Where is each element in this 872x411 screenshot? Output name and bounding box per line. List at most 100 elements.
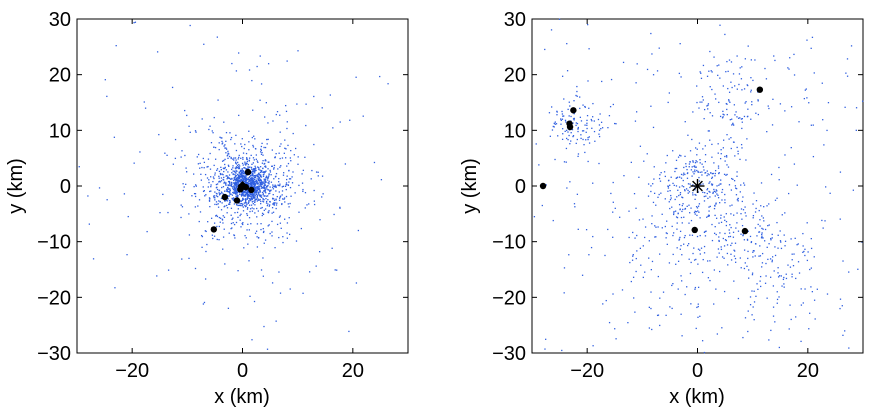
left-scatter-point xyxy=(88,223,90,225)
left-scatter-point xyxy=(252,203,254,205)
right-scatter-point xyxy=(688,163,691,165)
right-scatter-point xyxy=(771,261,773,263)
right-scatter-point xyxy=(735,187,737,189)
left-scatter-point xyxy=(159,211,161,214)
left-scatter-point xyxy=(362,115,364,117)
right-scatter-point xyxy=(813,72,815,74)
left-scatter-point xyxy=(236,185,238,187)
left-scatter-point xyxy=(206,166,208,168)
right-scatter-point xyxy=(747,108,749,110)
right-scatter-point xyxy=(569,105,571,107)
left-scatter-point xyxy=(268,175,270,177)
left-scatter-point xyxy=(286,237,289,239)
left-scatter-point xyxy=(208,199,211,201)
right-scatter-point xyxy=(731,242,733,244)
left-scatter-point xyxy=(234,187,236,189)
left-scatter-point xyxy=(106,199,108,201)
left-scatter-point xyxy=(226,190,229,193)
left-scatter-point xyxy=(268,183,270,185)
right-scatter-point xyxy=(789,57,791,59)
left-scatter-point xyxy=(244,198,246,201)
left-scatter-point xyxy=(247,183,250,186)
left-scatter-point xyxy=(246,198,248,200)
right-scatter-point xyxy=(697,303,699,305)
right-scatter-point xyxy=(693,173,695,175)
left-scatter-point xyxy=(308,271,311,273)
right-scatter-point xyxy=(715,202,717,204)
right-y-tick-label: −20 xyxy=(492,287,526,309)
left-scatter-point xyxy=(227,187,229,189)
right-scatter-point xyxy=(601,127,604,129)
right-scatter-point xyxy=(855,107,858,109)
right-scatter-point xyxy=(691,166,693,168)
left-scatter-point xyxy=(264,189,266,191)
left-scatter-point xyxy=(284,185,287,187)
left-scatter-point xyxy=(225,184,227,186)
right-scatter-point xyxy=(713,188,715,191)
left-scatter-point xyxy=(228,174,231,176)
right-scatter-point xyxy=(810,237,812,240)
right-scatter-point xyxy=(713,232,716,234)
right-scatter-point xyxy=(737,200,739,202)
right-scatter-point xyxy=(706,105,708,107)
right-scatter-point xyxy=(680,244,682,247)
right-scatter-point xyxy=(680,177,683,179)
right-scatter-point xyxy=(804,248,806,250)
right-scatter-point xyxy=(674,167,676,170)
left-scatter-point xyxy=(262,201,265,203)
left-scatter-point xyxy=(286,232,288,234)
right-scatter-point xyxy=(697,205,700,207)
left-scatter-point xyxy=(225,140,227,142)
right-scatter-point xyxy=(778,275,781,277)
right-scatter-point xyxy=(598,129,601,131)
left-scatter-point xyxy=(247,191,249,193)
right-scatter-point xyxy=(803,250,805,253)
left-scatter-point xyxy=(282,185,285,187)
left-scatter-point xyxy=(257,210,259,212)
left-scatter-point xyxy=(214,199,216,201)
right-scatter-point xyxy=(720,246,722,248)
right-scatter-point xyxy=(725,224,728,227)
right-scatter-point xyxy=(825,186,827,188)
left-scatter-point xyxy=(236,211,239,214)
right-scatter-point xyxy=(657,314,660,316)
right-scatter-point xyxy=(711,176,714,178)
left-scatter-point xyxy=(285,182,288,184)
left-scatter-point xyxy=(263,180,265,182)
right-scatter-point xyxy=(723,139,725,141)
left-scatter-point xyxy=(240,226,242,228)
left-scatter-point xyxy=(274,185,276,188)
left-scatter-point xyxy=(271,207,274,209)
right-scatter-point xyxy=(651,260,654,263)
right-scatter-point xyxy=(612,211,614,213)
left-scatter-point xyxy=(232,191,234,194)
left-scatter-point xyxy=(279,166,281,168)
left-scatter-point xyxy=(216,238,218,241)
right-scatter-point xyxy=(687,243,690,245)
left-scatter-point xyxy=(261,162,264,164)
right-scatter-point xyxy=(668,201,670,203)
left-scatter-point xyxy=(251,207,253,209)
right-scatter-point xyxy=(780,247,783,250)
right-scatter-point xyxy=(822,119,824,121)
right-scatter-point xyxy=(696,207,699,209)
right-scatter-point xyxy=(598,124,601,126)
left-scatter-point xyxy=(274,184,276,186)
left-scatter-point xyxy=(253,300,256,303)
right-scatter-point xyxy=(730,259,733,261)
right-scatter-point xyxy=(681,254,683,256)
left-scatter-point xyxy=(240,169,242,172)
left-scatter-point xyxy=(251,210,254,212)
right-scatter-point xyxy=(708,182,710,184)
right-scatter-point xyxy=(787,264,789,266)
left-station-marker xyxy=(210,226,218,233)
left-scatter-point xyxy=(241,174,244,176)
left-scatter-point xyxy=(209,198,211,200)
right-scatter-point xyxy=(739,117,741,119)
left-scatter-point xyxy=(253,178,255,181)
right-scatter-point xyxy=(724,199,726,201)
left-scatter-point xyxy=(210,217,213,219)
left-y-tick-label: 30 xyxy=(49,9,71,31)
right-scatter-point xyxy=(731,177,733,180)
